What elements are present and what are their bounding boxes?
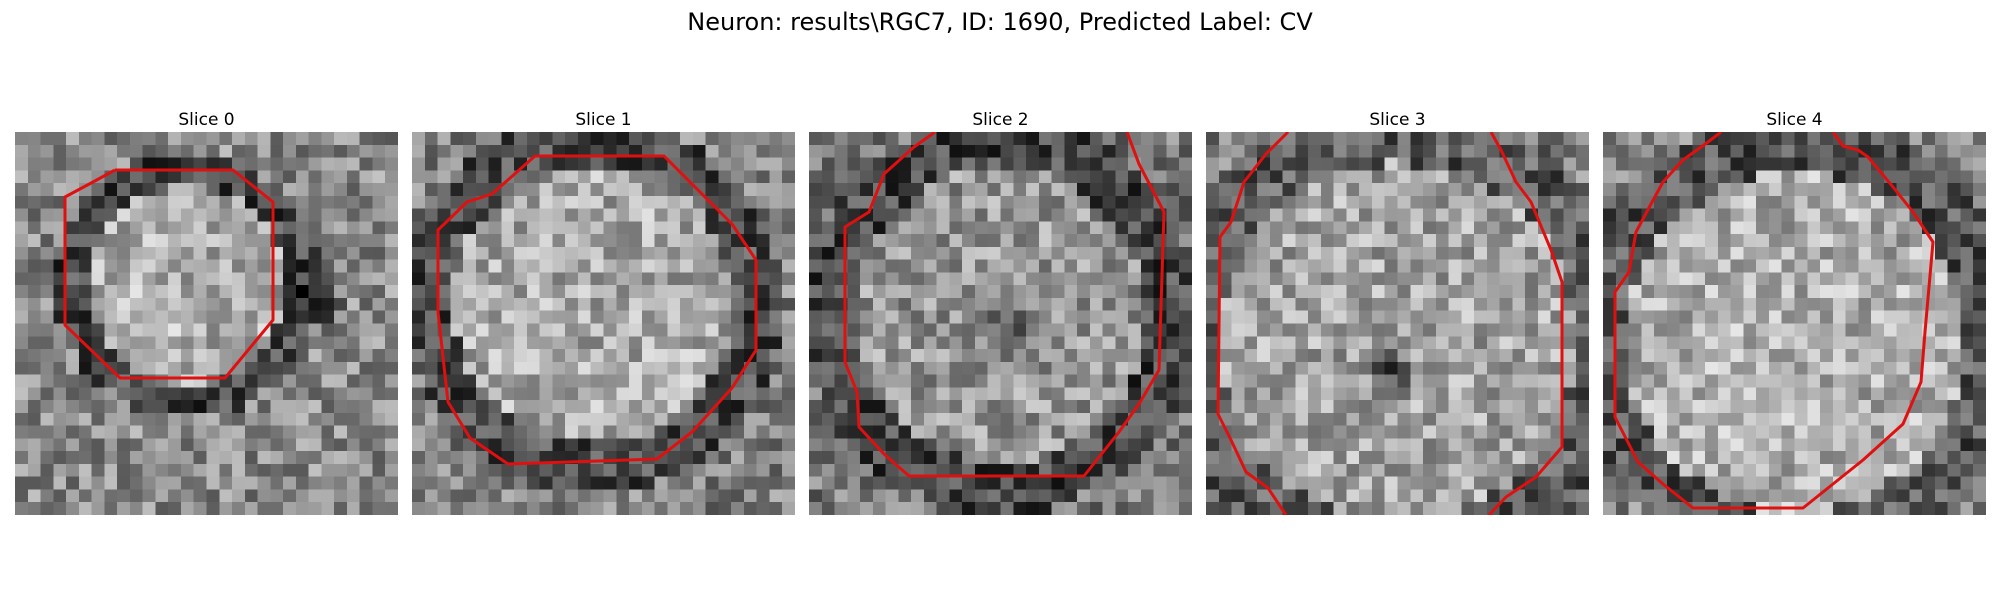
roi-contour <box>1216 132 1564 515</box>
slice-title: Slice 3 <box>1369 110 1426 130</box>
slice-title: Slice 2 <box>972 110 1029 130</box>
slice-image <box>15 132 398 515</box>
slice-panel-0: Slice 0 <box>15 108 398 515</box>
roi-contour <box>63 168 275 380</box>
slice-image <box>412 132 795 515</box>
slice-image <box>809 132 1192 515</box>
slice-texture <box>412 132 795 515</box>
slice-title: Slice 1 <box>575 110 632 130</box>
roi-contour <box>843 132 1166 478</box>
roi-contour <box>1613 132 1935 510</box>
slice-panel-3: Slice 3 <box>1206 108 1589 515</box>
slice-panel-1: Slice 1 <box>412 108 795 515</box>
slice-texture <box>809 132 1192 515</box>
slice-panel-2: Slice 2 <box>809 108 1192 515</box>
slice-image <box>1206 132 1589 515</box>
slice-title: Slice 4 <box>1766 110 1823 130</box>
slice-image <box>1603 132 1986 515</box>
slice-texture <box>1603 132 1986 515</box>
slice-panel-4: Slice 4 <box>1603 108 1986 515</box>
figure-title: Neuron: results\RGC7, ID: 1690, Predicte… <box>687 8 1313 36</box>
slice-title: Slice 0 <box>178 110 235 130</box>
roi-contour <box>436 154 758 466</box>
slice-texture <box>15 132 398 515</box>
